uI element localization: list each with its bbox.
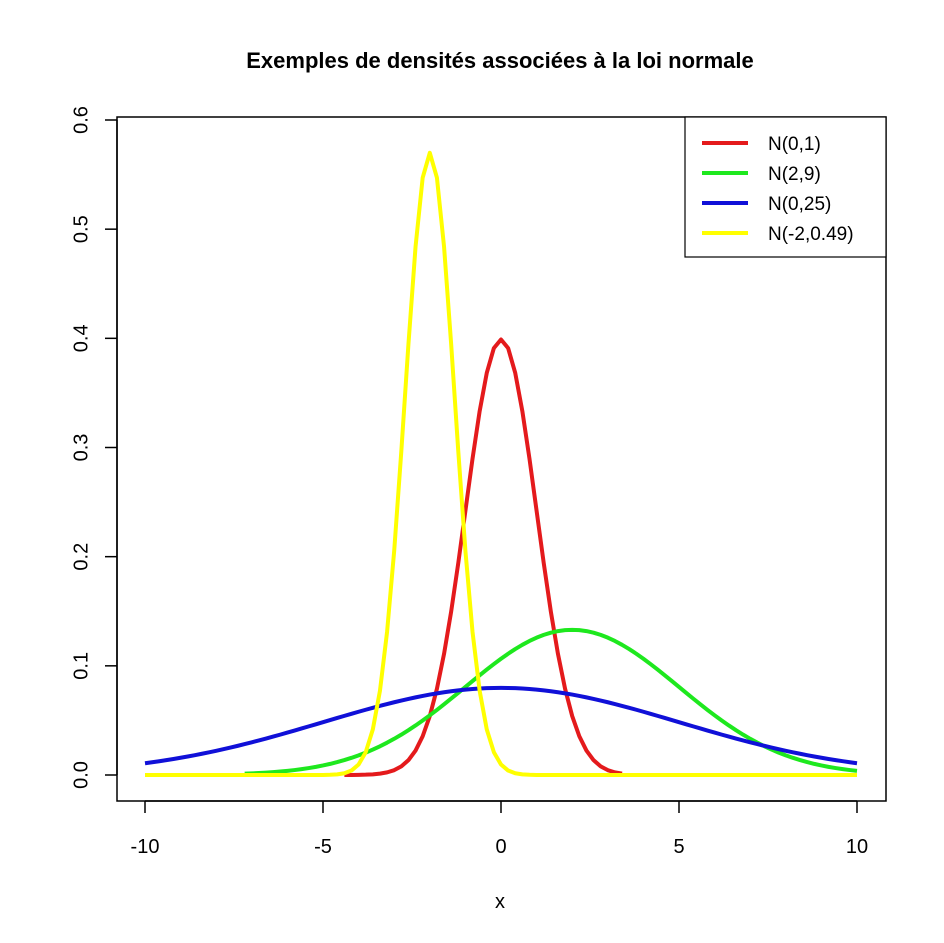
- x-axis-label: x: [495, 891, 505, 913]
- x-axis: -10 -5 0 5 10: [131, 800, 868, 858]
- legend-label: N(-2,0.49): [768, 224, 854, 245]
- y-tick-label: 0.4: [70, 324, 92, 352]
- x-tick-label: 0: [495, 836, 506, 858]
- legend-label: N(0,1): [768, 134, 821, 155]
- x-tick-label: -10: [131, 836, 160, 858]
- legend: N(0,1) N(2,9) N(0,25) N(-2,0.49): [684, 116, 887, 258]
- y-tick-label: 0.3: [70, 434, 92, 462]
- series-line: [145, 150, 857, 777]
- legend-label: N(0,25): [768, 194, 831, 215]
- y-axis: 0.0 0.1 0.2 0.3 0.4 0.5 0.6: [70, 106, 118, 789]
- series-line: [244, 627, 858, 776]
- series-layer: [144, 150, 858, 777]
- chart-title: Exemples de densités associées à la loi …: [246, 48, 753, 73]
- x-tick-label: 10: [846, 836, 868, 858]
- y-tick-label: 0.6: [70, 106, 92, 134]
- x-tick-label: -5: [314, 836, 332, 858]
- series-line: [144, 685, 858, 766]
- y-tick-label: 0.2: [70, 543, 92, 571]
- y-tick-label: 0.5: [70, 215, 92, 243]
- x-tick-label: 5: [673, 836, 684, 858]
- y-tick-label: 0.1: [70, 652, 92, 680]
- y-tick-label: 0.0: [70, 761, 92, 789]
- legend-label: N(2,9): [768, 164, 821, 185]
- series-line: [344, 337, 623, 777]
